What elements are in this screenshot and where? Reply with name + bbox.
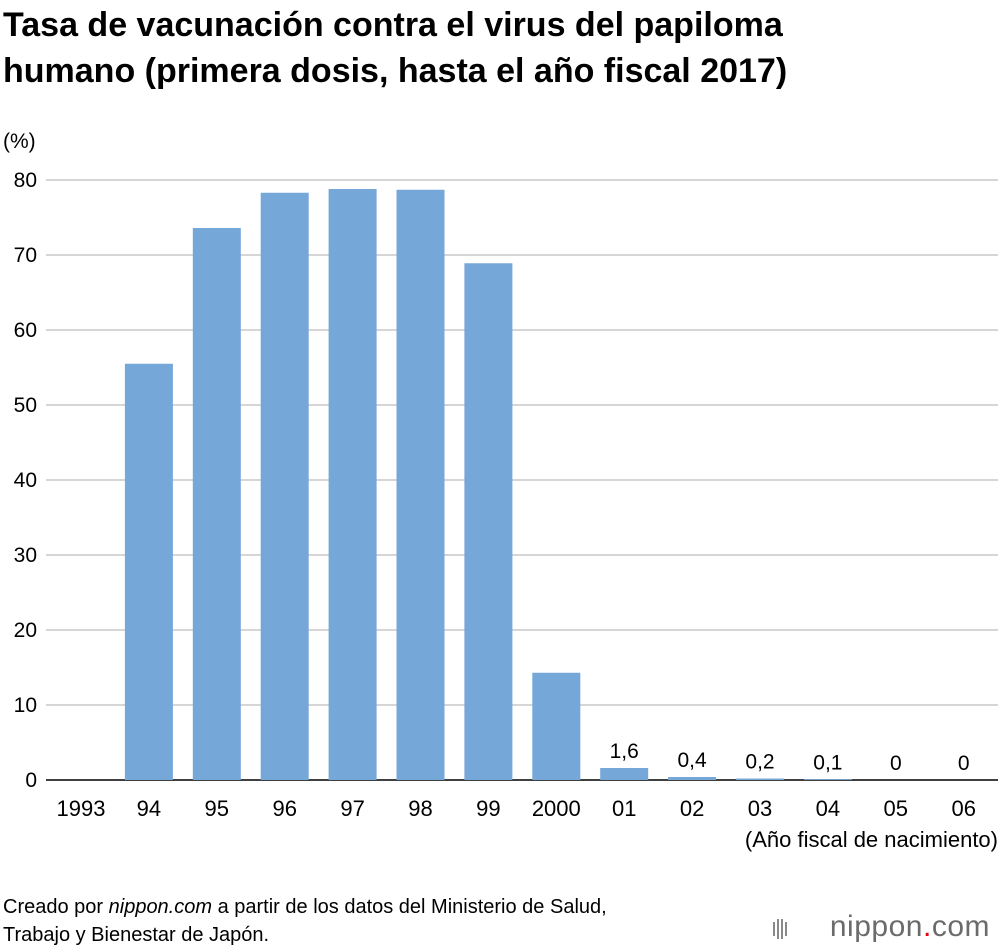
x-tick-label: 97 bbox=[340, 796, 364, 821]
bar-2000 bbox=[532, 672, 581, 780]
bar-96 bbox=[260, 192, 309, 780]
x-tick-label: 94 bbox=[137, 796, 161, 821]
y-axis-unit-label: (%) bbox=[3, 130, 36, 153]
brand-name: nippon bbox=[829, 910, 923, 943]
bar-97 bbox=[328, 189, 377, 780]
bars bbox=[124, 189, 852, 780]
chart-title-line-2: humano (primera dosis, hasta el año fisc… bbox=[3, 52, 788, 90]
gridlines bbox=[46, 179, 998, 781]
x-axis-title: (Año fiscal de nacimiento) bbox=[745, 827, 998, 852]
y-tick-label: 60 bbox=[14, 319, 37, 342]
y-tick-label: 30 bbox=[14, 544, 37, 567]
y-tick-label: 70 bbox=[14, 244, 37, 267]
x-tick-label: 1993 bbox=[57, 796, 106, 821]
bar-98 bbox=[396, 189, 445, 780]
bar-95 bbox=[192, 228, 241, 780]
data-label-04: 0,1 bbox=[813, 751, 842, 774]
x-tick-label: 04 bbox=[816, 796, 840, 821]
source-suffix: a partir de los datos del Ministerio de … bbox=[212, 896, 607, 918]
data-labels: 1,6 0,4 0,2 0,1 0 0 bbox=[610, 740, 970, 775]
y-tick-label: 50 bbox=[14, 394, 37, 417]
x-tick-label: 05 bbox=[884, 796, 908, 821]
source-prefix: Creado por bbox=[3, 896, 109, 918]
y-tick-label: 80 bbox=[14, 169, 37, 192]
x-tick-label: 95 bbox=[205, 796, 229, 821]
data-label-05: 0 bbox=[890, 752, 902, 775]
bar-94 bbox=[124, 363, 173, 780]
data-label-02: 0,4 bbox=[677, 749, 707, 772]
x-tick-label: 01 bbox=[612, 796, 636, 821]
source-note-line-2: Trabajo y Bienestar de Japón. bbox=[3, 924, 270, 946]
bar-04 bbox=[803, 779, 852, 780]
bar-03 bbox=[736, 778, 784, 780]
chart-title: Tasa de vacunación contra el virus del p… bbox=[3, 2, 993, 94]
y-tick-label: 0 bbox=[25, 769, 37, 792]
x-tick-label: 02 bbox=[680, 796, 704, 821]
nippon-logo-mark-icon bbox=[773, 919, 787, 939]
y-axis-ticks: 0 10 20 30 40 50 60 70 80 bbox=[14, 169, 37, 792]
x-tick-label: 98 bbox=[408, 796, 432, 821]
data-label-01: 1,6 bbox=[610, 740, 639, 763]
bar-01 bbox=[600, 768, 649, 780]
brand-dot: . bbox=[922, 910, 932, 943]
source-note: Creado por nippon.com a partir de los da… bbox=[3, 893, 803, 949]
x-tick-label: 99 bbox=[476, 796, 500, 821]
x-tick-label: 96 bbox=[272, 796, 296, 821]
brand-tld: com bbox=[931, 910, 990, 943]
source-note-line-1: Creado por nippon.com a partir de los da… bbox=[3, 893, 803, 921]
y-tick-label: 10 bbox=[14, 694, 37, 717]
x-tick-label: 03 bbox=[748, 796, 772, 821]
bar-02 bbox=[668, 777, 717, 780]
bar-99 bbox=[464, 263, 513, 780]
chart-title-line-1: Tasa de vacunación contra el virus del p… bbox=[3, 6, 783, 44]
x-tick-label: 06 bbox=[951, 796, 975, 821]
y-tick-label: 40 bbox=[14, 469, 37, 492]
data-label-03: 0,2 bbox=[745, 751, 774, 774]
data-label-06: 0 bbox=[958, 752, 970, 775]
x-axis-ticks: 1993 94 95 96 97 98 99 2000 01 02 03 04 05 06 bbox=[57, 796, 976, 821]
x-tick-label: 2000 bbox=[532, 796, 581, 821]
brand-logo: nippon.com bbox=[830, 910, 990, 944]
y-tick-label: 20 bbox=[14, 619, 37, 642]
source-site: nippon.com bbox=[108, 896, 213, 918]
